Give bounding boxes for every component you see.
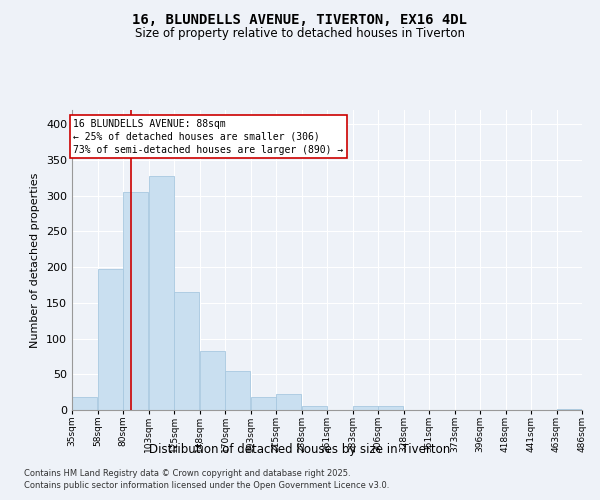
Bar [174, 292, 199, 410]
Text: Size of property relative to detached houses in Tiverton: Size of property relative to detached ho… [135, 28, 465, 40]
Bar [302, 406, 327, 410]
Bar [72, 397, 97, 410]
Bar [557, 408, 582, 410]
Text: Contains public sector information licensed under the Open Government Licence v3: Contains public sector information licen… [24, 481, 389, 490]
Bar [276, 394, 301, 410]
Bar [251, 397, 276, 410]
Bar [149, 176, 174, 410]
Bar [98, 270, 123, 410]
Text: Contains HM Land Registry data © Crown copyright and database right 2025.: Contains HM Land Registry data © Crown c… [24, 468, 350, 477]
Text: Distribution of detached houses by size in Tiverton: Distribution of detached houses by size … [149, 442, 451, 456]
Text: 16 BLUNDELLS AVENUE: 88sqm
← 25% of detached houses are smaller (306)
73% of sem: 16 BLUNDELLS AVENUE: 88sqm ← 25% of deta… [73, 118, 343, 155]
Bar [225, 370, 250, 410]
Bar [353, 406, 378, 410]
Text: 16, BLUNDELLS AVENUE, TIVERTON, EX16 4DL: 16, BLUNDELLS AVENUE, TIVERTON, EX16 4DL [133, 12, 467, 26]
Bar [200, 350, 225, 410]
Y-axis label: Number of detached properties: Number of detached properties [31, 172, 40, 348]
Bar [378, 406, 403, 410]
Bar [123, 192, 148, 410]
